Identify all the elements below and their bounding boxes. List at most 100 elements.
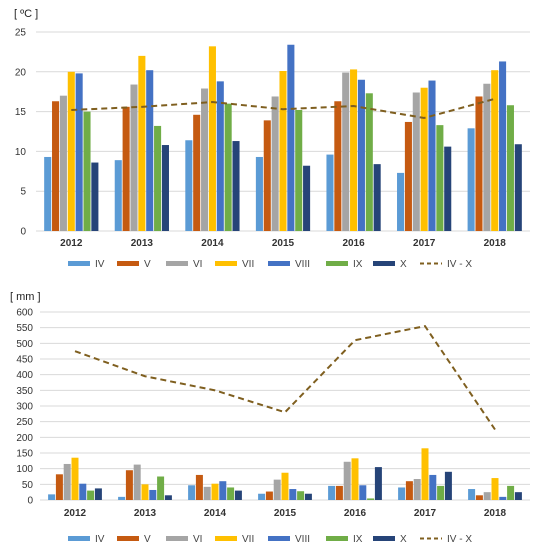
y-tick-label: 150 bbox=[16, 449, 33, 460]
y-tick-label: 100 bbox=[16, 464, 33, 475]
line-series-iv-x bbox=[74, 324, 496, 431]
bar-vii-2018 bbox=[491, 478, 499, 500]
bar-vi-2017 bbox=[413, 479, 421, 500]
legend-label-iv: IV bbox=[95, 534, 105, 545]
y-tick-label: 0 bbox=[20, 227, 26, 238]
bar-vi-2018 bbox=[483, 83, 491, 232]
legend-label-iv: IV bbox=[95, 259, 105, 270]
x-tick-label: 2015 bbox=[274, 508, 297, 519]
legend-label-viii: VIII bbox=[295, 534, 310, 545]
bar-viii-2014 bbox=[216, 81, 224, 232]
y-tick-label: 600 bbox=[16, 308, 33, 319]
legend-label-vi: VI bbox=[193, 259, 202, 270]
y-tick-label: 200 bbox=[16, 433, 33, 444]
bar-iv-2014 bbox=[188, 485, 196, 500]
bar-v-2013 bbox=[122, 106, 130, 231]
bar-ix-2018 bbox=[506, 105, 514, 231]
x-tick-label: 2012 bbox=[64, 508, 87, 519]
legend-swatch-ix bbox=[326, 261, 348, 266]
bar-viii-2014 bbox=[219, 481, 227, 500]
bar-vi-2017 bbox=[412, 92, 420, 231]
bar-v-2016 bbox=[334, 101, 342, 231]
legend-label-vii: VII bbox=[242, 259, 254, 270]
y-tick-label: 20 bbox=[15, 67, 27, 78]
bar-v-2013 bbox=[125, 470, 133, 500]
bar-vi-2012 bbox=[63, 463, 71, 500]
bar-x-2012 bbox=[91, 162, 99, 231]
bar-vii-2017 bbox=[421, 448, 429, 500]
legend-label-iv-x: IV - X bbox=[447, 259, 472, 270]
bar-v-2012 bbox=[52, 101, 60, 231]
legend-swatch-ix bbox=[326, 536, 348, 541]
bar-ix-2017 bbox=[436, 125, 444, 231]
bar-iv-2016 bbox=[328, 485, 336, 500]
bar-viii-2015 bbox=[287, 44, 295, 232]
y-tick-label: 550 bbox=[16, 323, 33, 334]
bar-x-2015 bbox=[304, 493, 312, 500]
bar-iv-2012 bbox=[44, 156, 52, 231]
bar-x-2013 bbox=[164, 495, 172, 500]
bar-vii-2016 bbox=[350, 69, 358, 231]
bar-v-2014 bbox=[195, 474, 203, 500]
bar-x-2015 bbox=[303, 165, 311, 231]
bar-ix-2015 bbox=[295, 110, 303, 231]
bar-vi-2014 bbox=[203, 486, 211, 500]
bar-iv-2017 bbox=[398, 487, 406, 500]
legend-label-ix: IX bbox=[353, 259, 363, 270]
y-tick-label: 300 bbox=[16, 402, 33, 413]
legend-label-v: V bbox=[144, 259, 151, 270]
bar-vii-2016 bbox=[351, 458, 359, 500]
bar-vii-2012 bbox=[71, 457, 79, 500]
legend-label-ix: IX bbox=[353, 534, 363, 545]
bar-ix-2018 bbox=[507, 485, 515, 500]
legend-swatch-iv bbox=[68, 536, 90, 541]
x-tick-label: 2018 bbox=[484, 238, 507, 249]
y-tick-label: 250 bbox=[16, 417, 33, 428]
bar-iv-2016 bbox=[326, 154, 334, 231]
bar-vii-2014 bbox=[208, 46, 216, 231]
bar-x-2014 bbox=[232, 141, 240, 231]
legend-swatch-vii bbox=[215, 261, 237, 266]
legend-swatch-vi bbox=[166, 261, 188, 266]
bar-v-2012 bbox=[55, 474, 63, 500]
bar-v-2016 bbox=[335, 485, 343, 500]
bar-x-2016 bbox=[373, 164, 381, 231]
x-tick-label: 2015 bbox=[272, 238, 295, 249]
bar-viii-2016 bbox=[357, 79, 365, 231]
bar-v-2017 bbox=[405, 481, 413, 500]
bar-x-2013 bbox=[161, 145, 169, 231]
x-tick-label: 2012 bbox=[60, 238, 83, 249]
legend-swatch-viii bbox=[268, 261, 290, 266]
bar-viii-2013 bbox=[146, 70, 154, 231]
bar-vii-2012 bbox=[67, 71, 75, 231]
bar-x-2018 bbox=[514, 492, 522, 500]
bar-viii-2015 bbox=[289, 489, 297, 500]
legend-swatch-x bbox=[373, 536, 395, 541]
legend-label-x: X bbox=[400, 259, 407, 270]
bar-vi-2018 bbox=[483, 492, 491, 500]
bar-viii-2017 bbox=[429, 474, 437, 500]
bar-vii-2013 bbox=[141, 484, 149, 500]
y-tick-label: 500 bbox=[16, 339, 33, 350]
bar-iv-2014 bbox=[185, 140, 193, 231]
bar-viii-2018 bbox=[499, 61, 507, 232]
legend-swatch-v bbox=[117, 261, 139, 266]
bar-ix-2012 bbox=[83, 111, 91, 231]
legend-label-vii: VII bbox=[242, 534, 254, 545]
bar-vi-2016 bbox=[343, 461, 351, 500]
bar-v-2018 bbox=[475, 96, 483, 231]
bar-vi-2014 bbox=[201, 88, 209, 232]
y-tick-label: 0 bbox=[27, 496, 33, 507]
bar-vi-2013 bbox=[133, 464, 141, 500]
bar-iv-2017 bbox=[397, 172, 405, 231]
temperature-unit-label: [ ºC ] bbox=[14, 8, 38, 20]
bar-iv-2013 bbox=[118, 496, 126, 500]
y-tick-label: 400 bbox=[16, 370, 33, 381]
bar-viii-2016 bbox=[359, 485, 367, 500]
bar-vii-2018 bbox=[491, 70, 499, 231]
bar-iv-2018 bbox=[468, 489, 476, 500]
legend-label-v: V bbox=[144, 534, 151, 545]
legend-label-x: X bbox=[400, 534, 407, 545]
bar-iv-2015 bbox=[255, 156, 263, 231]
